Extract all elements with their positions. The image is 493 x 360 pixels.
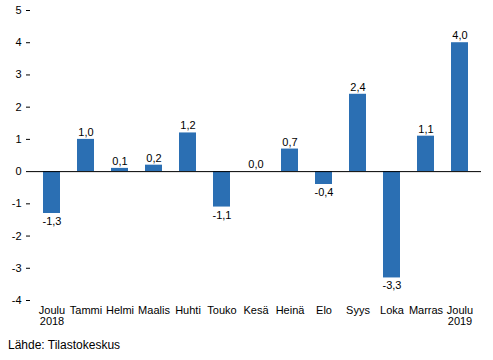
- svg-text:5: 5: [15, 4, 21, 16]
- svg-text:-1,1: -1,1: [213, 209, 232, 221]
- svg-text:-2: -2: [12, 230, 22, 242]
- svg-text:0: 0: [15, 165, 21, 177]
- svg-text:4,0: 4,0: [452, 29, 467, 41]
- svg-text:0,2: 0,2: [146, 152, 161, 164]
- svg-text:2: 2: [15, 101, 21, 113]
- svg-text:1,1: 1,1: [418, 123, 433, 135]
- svg-text:2,4: 2,4: [350, 81, 365, 93]
- svg-text:Joulu2018: Joulu2018: [39, 304, 65, 327]
- svg-text:-3: -3: [12, 262, 22, 274]
- svg-text:-3,3: -3,3: [383, 279, 402, 291]
- svg-text:Joulu2019: Joulu2019: [447, 304, 473, 327]
- svg-text:Heinä: Heinä: [276, 304, 306, 316]
- svg-text:Syys: Syys: [346, 304, 370, 316]
- svg-text:0,1: 0,1: [112, 155, 127, 167]
- svg-text:-4: -4: [12, 294, 22, 306]
- svg-text:Marras: Marras: [409, 304, 444, 316]
- svg-text:1,0: 1,0: [78, 126, 93, 138]
- svg-text:0,0: 0,0: [248, 158, 263, 170]
- svg-text:Kesä: Kesä: [243, 304, 269, 316]
- svg-text:4: 4: [15, 36, 21, 48]
- svg-text:Loka: Loka: [380, 304, 405, 316]
- html-text:Lähde: Tilastokeskus: Lähde: Tilastokeskus: [8, 338, 121, 352]
- svg-text:Tammi: Tammi: [70, 304, 102, 316]
- svg-text:-1,3: -1,3: [43, 215, 62, 227]
- svg-text:Elo: Elo: [316, 304, 332, 316]
- svg-text:-1: -1: [12, 197, 22, 209]
- svg-text:-0,4: -0,4: [315, 186, 334, 198]
- svg-text:3: 3: [15, 68, 21, 80]
- svg-text:1,2: 1,2: [180, 119, 195, 131]
- svg-text:1: 1: [15, 133, 21, 145]
- svg-text:0,7: 0,7: [282, 136, 297, 148]
- svg-text:Touko: Touko: [207, 304, 236, 316]
- svg-text:Maalis: Maalis: [138, 304, 170, 316]
- svg-text:Helmi: Helmi: [106, 304, 134, 316]
- svg-text:Huhti: Huhti: [175, 304, 201, 316]
